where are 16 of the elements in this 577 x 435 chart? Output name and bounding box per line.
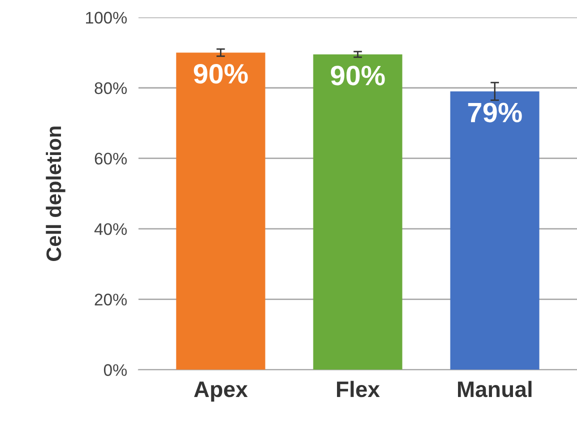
- bar: [313, 54, 402, 370]
- y-tick-label: 20%: [94, 294, 127, 306]
- y-tick-label: 80%: [94, 82, 127, 94]
- bar: [176, 52, 266, 370]
- y-tick-label: 60%: [94, 152, 127, 165]
- y-tick-label: 0%: [104, 364, 127, 376]
- y-tick-label: 40%: [94, 223, 127, 236]
- data-label: 90%: [330, 66, 385, 86]
- bar: [450, 91, 540, 370]
- x-tick-label: Apex: [194, 382, 248, 402]
- y-axis-title: Cell depletion: [46, 126, 66, 262]
- data-label: 79%: [468, 102, 522, 122]
- x-tick-label: Manual: [458, 380, 532, 398]
- y-tick-label: 100%: [86, 12, 127, 24]
- data-label: 90%: [194, 64, 248, 84]
- x-tick-label: Flex: [336, 380, 380, 398]
